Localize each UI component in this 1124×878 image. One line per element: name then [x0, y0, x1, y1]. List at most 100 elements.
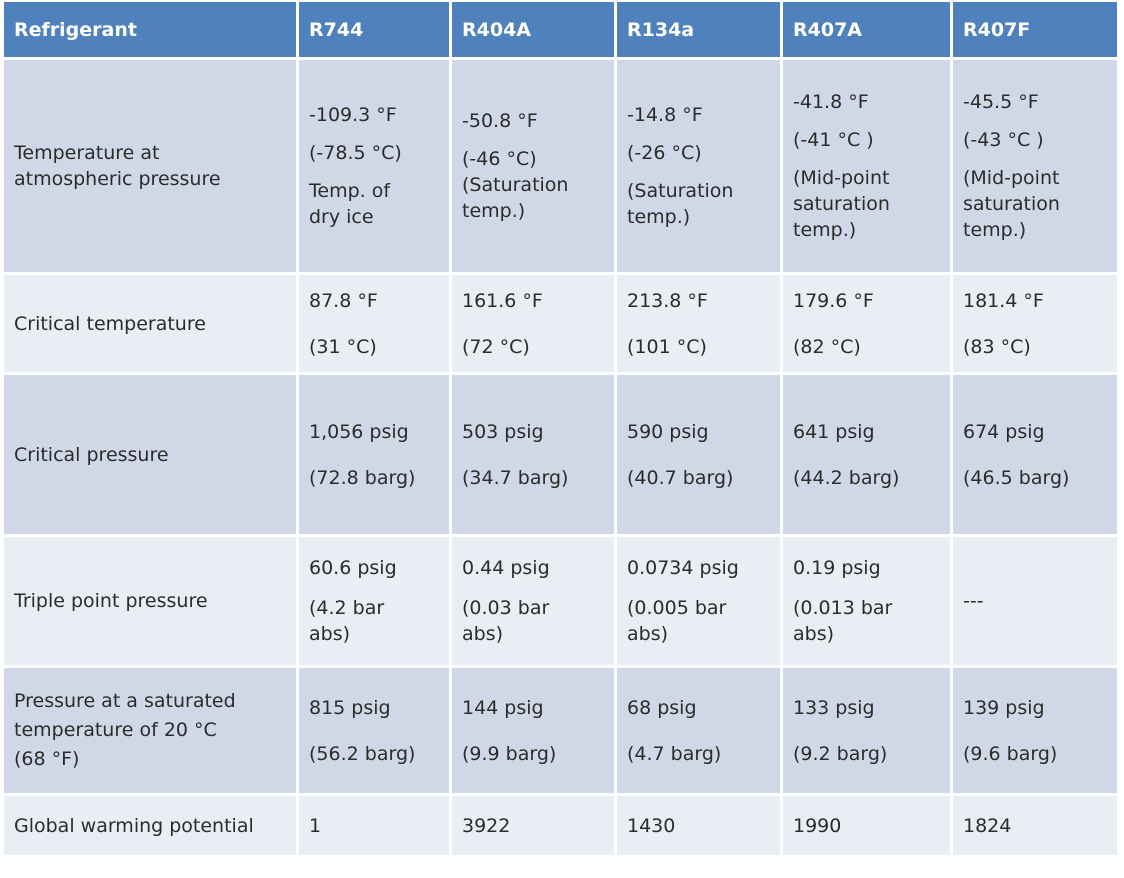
table-cell: 181.4 °F (83 °C) — [953, 275, 1117, 375]
table-cell: 179.6 °F (82 °C) — [783, 275, 953, 375]
cell-line: (44.2 barg) — [793, 466, 900, 489]
cell-line: (-26 °C) — [627, 142, 702, 164]
table-cell: 3922 — [452, 796, 617, 858]
cell-line: (Mid-point — [963, 167, 1060, 189]
table-cell: 1990 — [783, 796, 953, 858]
cell-line: Temp. of — [309, 180, 391, 202]
row-label: Triple point pressure — [4, 537, 299, 668]
cell-line: 181.4 °F — [963, 289, 1044, 312]
cell-line: (-46 °C) — [462, 148, 537, 170]
cell-line: 133 psig — [793, 696, 875, 719]
cell-line: (72.8 barg) — [309, 466, 416, 489]
refrigerant-comparison-table: Refrigerant R744 R404A R134a R407A R407F… — [4, 2, 1117, 858]
cell-line: (9.6 barg) — [963, 742, 1058, 765]
cell-line: (-41 °C ) — [793, 129, 874, 151]
table-cell: 60.6 psig (4.2 bar abs) — [299, 537, 452, 668]
cell-line: 1990 — [793, 814, 842, 837]
cell-line: (34.7 barg) — [462, 466, 569, 489]
cell-line: (82 °C) — [793, 335, 861, 358]
label-line: Critical temperature — [14, 312, 206, 335]
cell-line: (46.5 barg) — [963, 466, 1070, 489]
table-cell: 815 psig (56.2 barg) — [299, 668, 452, 796]
header-r407a: R407A — [783, 2, 953, 60]
table-cell: -109.3 °F (-78.5 °C) Temp. of dry ice — [299, 60, 452, 275]
header-refrigerant: Refrigerant — [4, 2, 299, 60]
cell-line: (0.013 bar — [793, 597, 893, 619]
cell-line: (-78.5 °C) — [309, 142, 402, 164]
cell-line: 1,056 psig — [309, 420, 409, 443]
table-cell: --- — [953, 537, 1117, 668]
table-cell: 1 — [299, 796, 452, 858]
table-cell: 0.19 psig (0.013 bar abs) — [783, 537, 953, 668]
cell-line: -50.8 °F — [462, 110, 538, 132]
cell-line: (56.2 barg) — [309, 742, 416, 765]
cell-line: 503 psig — [462, 420, 544, 443]
cell-line: 1430 — [627, 814, 676, 837]
cell-line: (Saturation — [462, 174, 569, 196]
cell-line: --- — [963, 590, 984, 612]
cell-line: 0.0734 psig — [627, 557, 739, 579]
table-cell: 1,056 psig (72.8 barg) — [299, 375, 452, 537]
table-cell: -45.5 °F (-43 °C ) (Mid-point saturation… — [953, 60, 1117, 275]
cell-line: -14.8 °F — [627, 104, 703, 126]
cell-line: (Mid-point — [793, 167, 890, 189]
cell-line: temp.) — [627, 206, 691, 228]
cell-line: (0.005 bar — [627, 597, 727, 619]
cell-line: (-43 °C ) — [963, 129, 1044, 151]
table-cell: 161.6 °F (72 °C) — [452, 275, 617, 375]
table-cell: -41.8 °F (-41 °C ) (Mid-point saturation… — [783, 60, 953, 275]
table-row: Triple point pressure 60.6 psig (4.2 bar… — [4, 537, 1117, 668]
row-label: Critical temperature — [4, 275, 299, 375]
cell-line: abs) — [793, 623, 835, 645]
cell-line: (101 °C) — [627, 335, 707, 358]
cell-line: abs) — [309, 623, 351, 645]
cell-line: -109.3 °F — [309, 104, 397, 126]
cell-line: (0.03 bar — [462, 597, 550, 619]
table-cell: 144 psig (9.9 barg) — [452, 668, 617, 796]
cell-line: (9.9 barg) — [462, 742, 557, 765]
table-cell: 641 psig (44.2 barg) — [783, 375, 953, 537]
table-cell: 87.8 °F (31 °C) — [299, 275, 452, 375]
cell-line: (4.7 barg) — [627, 742, 722, 765]
cell-line: 139 psig — [963, 696, 1045, 719]
header-r134a: R134a — [617, 2, 783, 60]
table-cell: -50.8 °F (-46 °C) (Saturation temp.) — [452, 60, 617, 275]
table-row: Temperature at atmospheric pressure -109… — [4, 60, 1117, 275]
table-cell: 503 psig (34.7 barg) — [452, 375, 617, 537]
table-cell: 1430 — [617, 796, 783, 858]
table-row: Pressure at a saturated temperature of 2… — [4, 668, 1117, 796]
table-cell: 590 psig (40.7 barg) — [617, 375, 783, 537]
table-cell: -14.8 °F (-26 °C) (Saturation temp.) — [617, 60, 783, 275]
table-cell: 1824 — [953, 796, 1117, 858]
cell-line: 674 psig — [963, 420, 1045, 443]
cell-line: -41.8 °F — [793, 91, 869, 113]
label-line: Critical pressure — [14, 443, 169, 466]
row-label: Pressure at a saturated temperature of 2… — [4, 668, 299, 796]
header-r744: R744 — [299, 2, 452, 60]
label-line: Pressure at a saturated — [14, 690, 236, 712]
cell-line: 87.8 °F — [309, 289, 378, 312]
label-line: Global warming potential — [14, 814, 254, 837]
cell-line: (83 °C) — [963, 335, 1031, 358]
cell-line: (Saturation — [627, 180, 734, 202]
cell-line: 1824 — [963, 814, 1012, 837]
table-row: Global warming potential 1 3922 1430 199… — [4, 796, 1117, 858]
table-cell: 68 psig (4.7 barg) — [617, 668, 783, 796]
cell-line: saturation — [963, 193, 1060, 215]
row-label: Temperature at atmospheric pressure — [4, 60, 299, 275]
cell-line: (9.2 barg) — [793, 742, 888, 765]
cell-line: abs) — [627, 623, 669, 645]
cell-line: 815 psig — [309, 696, 391, 719]
cell-line: saturation — [793, 193, 890, 215]
cell-line: 641 psig — [793, 420, 875, 443]
cell-line: (40.7 barg) — [627, 466, 734, 489]
cell-line: abs) — [462, 623, 504, 645]
table-cell: 674 psig (46.5 barg) — [953, 375, 1117, 537]
cell-line: 1 — [309, 814, 322, 837]
cell-line: -45.5 °F — [963, 91, 1039, 113]
cell-line: (72 °C) — [462, 335, 530, 358]
cell-line: 0.44 psig — [462, 557, 550, 579]
cell-line: 68 psig — [627, 696, 697, 719]
cell-line: 590 psig — [627, 420, 709, 443]
table-cell: 213.8 °F (101 °C) — [617, 275, 783, 375]
